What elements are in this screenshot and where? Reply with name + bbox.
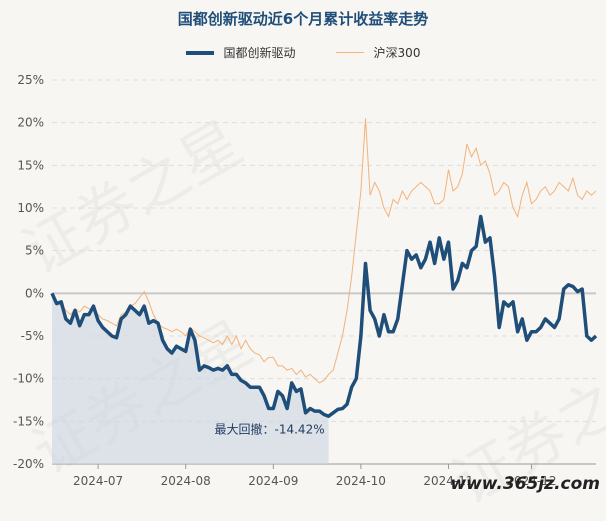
series-line-fund: [50, 214, 598, 418]
max-drawdown-label: 最大回撤：-14.42%: [215, 421, 325, 436]
legend: 国都创新驱动 沪深300: [0, 44, 606, 61]
y-tick-label: -15%: [13, 414, 44, 428]
legend-swatch-fund: [185, 50, 214, 55]
legend-label-fund: 国都创新驱动: [223, 46, 296, 60]
legend-item-fund: 国都创新驱动: [185, 44, 296, 61]
drawdown-area: [52, 293, 329, 464]
x-tick-label: 2024-11: [423, 474, 473, 488]
chart-area: 25%20%15%10%5%0%-5%-10%-15%-20% 2024-07 2…: [13, 73, 598, 488]
x-tick-label: 2024-07: [73, 474, 123, 488]
y-tick-label: 20%: [17, 116, 44, 130]
y-tick-label: 25%: [17, 73, 44, 87]
y-tick-label: 15%: [17, 158, 44, 172]
x-tick-label: 2024-12: [506, 474, 556, 488]
series-line-index: [51, 118, 597, 384]
legend-swatch-index: [335, 52, 364, 53]
x-tick-label: 2024-08: [161, 474, 211, 488]
site-label: www.365jz.com: [450, 474, 600, 494]
x-tick-label: 2024-09: [248, 474, 298, 488]
y-tick-label: 5%: [25, 244, 44, 258]
x-axis: 2024-07 2024-08 2024-09 2024-10 2024-11 2024-…: [73, 464, 557, 488]
chart-title: 国都创新驱动近6个月累计收益率走势: [177, 10, 429, 28]
y-tick-label: 0%: [25, 286, 44, 300]
legend-item-index: 沪深300: [335, 44, 421, 61]
x-tick-label: 2024-10: [336, 474, 386, 488]
y-axis: 25% 20% 15% 10% 5% 0% -5% -10% -15% -20%: [13, 73, 44, 471]
y-tick-label: 10%: [17, 201, 44, 215]
legend-label-index: 沪深300: [373, 46, 421, 60]
y-tick-label: -20%: [13, 457, 44, 471]
y-tick-label: -10%: [13, 372, 44, 386]
y-tick-label: -5%: [21, 329, 44, 343]
